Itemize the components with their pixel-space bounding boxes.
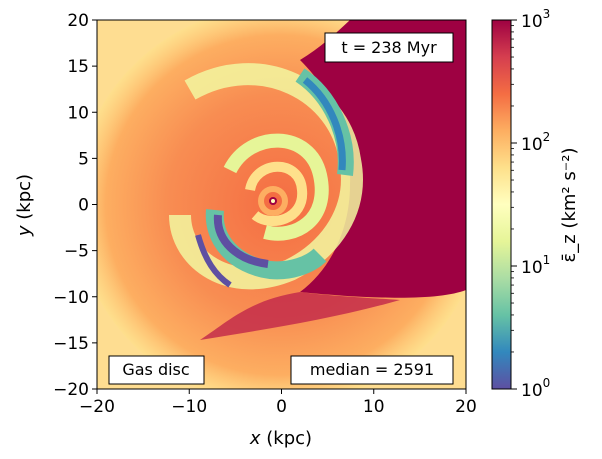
- colorbar-tick-label: 100: [521, 376, 550, 401]
- x-tick-label: −20: [79, 397, 115, 417]
- x-axis-label: x (kpc): [249, 428, 312, 449]
- y-tick-label: 0: [78, 196, 89, 216]
- component-annotation-text: Gas disc: [122, 360, 189, 379]
- y-axis: −20 −15 −10 −5 0 5 10 15 20: [53, 11, 97, 400]
- x-tick-label: 10: [363, 397, 385, 417]
- x-tick-label: −10: [171, 397, 207, 417]
- heatmap-image: [97, 20, 466, 389]
- median-annotation: median = 2591: [290, 355, 454, 385]
- colorbar-ticks: 100 101 102 103: [511, 7, 550, 401]
- y-tick-label: −20: [53, 380, 89, 400]
- time-annotation-text: t = 238 Myr: [341, 38, 437, 57]
- colorbar-tick-label: 102: [521, 130, 550, 155]
- x-tick-label: 20: [455, 397, 477, 417]
- y-tick-label: 20: [67, 11, 89, 31]
- colorbar-tick-label: 103: [521, 7, 550, 32]
- colorbar-tick-label: 101: [521, 253, 550, 278]
- component-annotation: Gas disc: [108, 355, 205, 385]
- y-axis-label: y (kpc): [14, 174, 35, 237]
- y-tick-label: 10: [67, 103, 89, 123]
- colorbar-label: ε̄_z (km² s⁻²): [559, 148, 580, 263]
- y-tick-label: 5: [78, 149, 89, 169]
- y-tick-label: −5: [64, 242, 89, 262]
- y-tick-label: 15: [67, 57, 89, 77]
- time-annotation: t = 238 Myr: [324, 32, 454, 63]
- median-annotation-text: median = 2591: [310, 360, 434, 379]
- y-tick-label: −15: [53, 334, 89, 354]
- colorbar: [491, 19, 512, 390]
- x-axis: −20 −10 0 10 20: [79, 389, 477, 417]
- y-tick-label: −10: [53, 288, 89, 308]
- x-tick-label: 0: [276, 397, 287, 417]
